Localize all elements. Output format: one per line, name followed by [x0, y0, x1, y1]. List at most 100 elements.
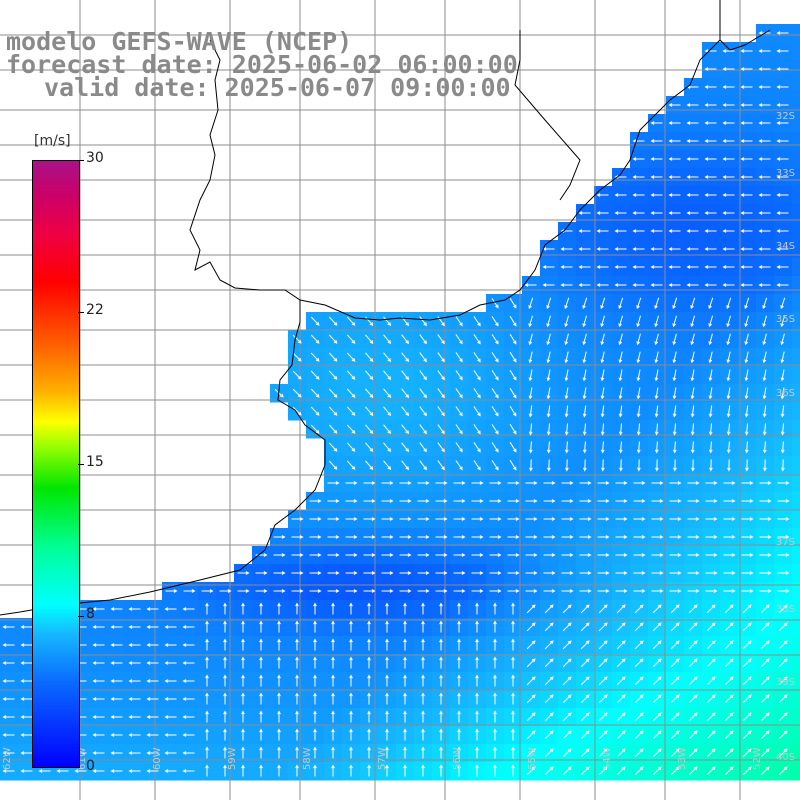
wind-arrow [668, 175, 681, 179]
wind-arrow [165, 589, 178, 593]
wind-arrow [182, 733, 195, 737]
wind-arrow [632, 211, 645, 215]
latitude-label: 38S [776, 604, 795, 615]
wind-arrow [346, 388, 356, 398]
wind-arrow [690, 297, 696, 310]
wind-arrow [781, 459, 785, 472]
wind-arrow [740, 247, 753, 251]
wind-arrow [237, 571, 250, 575]
wind-arrow [20, 643, 33, 647]
wind-arrow [437, 424, 445, 435]
wind-arrow [686, 139, 699, 143]
wind-arrow [367, 764, 371, 777]
wind-arrow [672, 351, 677, 364]
wind-arrow [762, 441, 767, 454]
wind-arrow [110, 769, 123, 773]
wind-arrow [544, 604, 554, 614]
wind-arrow [507, 553, 520, 557]
latitude-label: 36S [776, 388, 795, 399]
wind-arrow [722, 139, 735, 143]
wind-arrow [507, 517, 520, 521]
wind-vector-field [2, 31, 790, 777]
wind-arrow [182, 769, 195, 773]
wind-arrow [346, 460, 356, 470]
wind-arrow [511, 656, 515, 669]
wind-arrow [596, 211, 609, 215]
wind-arrow [277, 764, 281, 777]
wind-arrow [259, 638, 263, 651]
wind-speed-cell [792, 420, 800, 439]
wind-arrow [2, 715, 15, 719]
wind-arrow [2, 679, 15, 683]
wind-arrow [417, 535, 430, 539]
wind-arrow [654, 405, 659, 418]
longitude-label: 56W [452, 747, 463, 770]
wind-arrow [686, 157, 699, 161]
wind-arrow [205, 656, 209, 669]
wind-arrow [403, 602, 407, 615]
wind-arrow [776, 247, 789, 251]
wind-arrow [547, 459, 551, 472]
wind-arrow [367, 728, 371, 741]
wind-arrow [760, 604, 770, 614]
wind-arrow [349, 620, 353, 633]
wind-arrow [614, 229, 627, 233]
wind-arrow [328, 316, 338, 326]
wind-arrow [255, 589, 268, 593]
wind-arrow [634, 658, 644, 668]
wind-arrow [92, 697, 105, 701]
model-title: modelo GEFS-WAVE (NCEP) [6, 27, 353, 56]
wind-arrow [435, 553, 448, 557]
wind-arrow [615, 517, 628, 521]
wind-arrow [742, 730, 752, 740]
wind-arrow [367, 620, 371, 633]
wind-arrow [636, 387, 641, 400]
wind-arrow [741, 481, 754, 485]
wind-arrow [669, 517, 682, 521]
wind-arrow [580, 640, 590, 650]
wind-arrow [744, 297, 750, 310]
wind-arrow [744, 369, 749, 382]
wind-arrow [92, 769, 105, 773]
wind-arrow [672, 333, 677, 346]
wind-arrow [561, 517, 574, 521]
colorbar-tick [78, 616, 84, 617]
wind-arrow [473, 442, 481, 453]
wind-arrow [724, 622, 734, 632]
longitude-label: 61W [77, 747, 88, 770]
wind-arrow [345, 481, 358, 485]
wind-speed-cell [792, 24, 800, 43]
wind-arrow [385, 746, 389, 759]
colorbar-label-max: 30 [86, 150, 104, 166]
wind-arrow [455, 352, 463, 363]
wind-arrow [146, 625, 159, 629]
wind-arrow [471, 571, 484, 575]
wind-arrow [128, 679, 141, 683]
wind-arrow [542, 283, 555, 287]
wind-arrow [295, 674, 299, 687]
wind-arrow [688, 766, 698, 776]
wind-arrow [419, 370, 427, 381]
wind-speed-cell [792, 312, 800, 331]
wind-arrow [780, 387, 785, 400]
wind-arrow [672, 405, 677, 418]
wind-arrow [327, 517, 340, 521]
colorbar-unit: [m/s] [34, 133, 71, 149]
wind-arrow [457, 764, 461, 777]
wind-arrow [383, 334, 392, 345]
wind-arrow [20, 715, 33, 719]
wind-arrow [491, 334, 499, 345]
wind-arrow [473, 352, 481, 363]
wind-arrow [686, 283, 699, 287]
wind-arrow [652, 694, 662, 704]
wind-arrow [507, 499, 520, 503]
wind-arrow [636, 315, 641, 328]
wind-arrow [651, 499, 664, 503]
wind-arrow [164, 607, 177, 611]
wind-arrow [758, 139, 771, 143]
wind-arrow [583, 459, 587, 472]
wind-speed-cell [792, 78, 800, 97]
wind-arrow [579, 553, 592, 557]
wind-arrow [385, 728, 389, 741]
wind-arrow [92, 661, 105, 665]
